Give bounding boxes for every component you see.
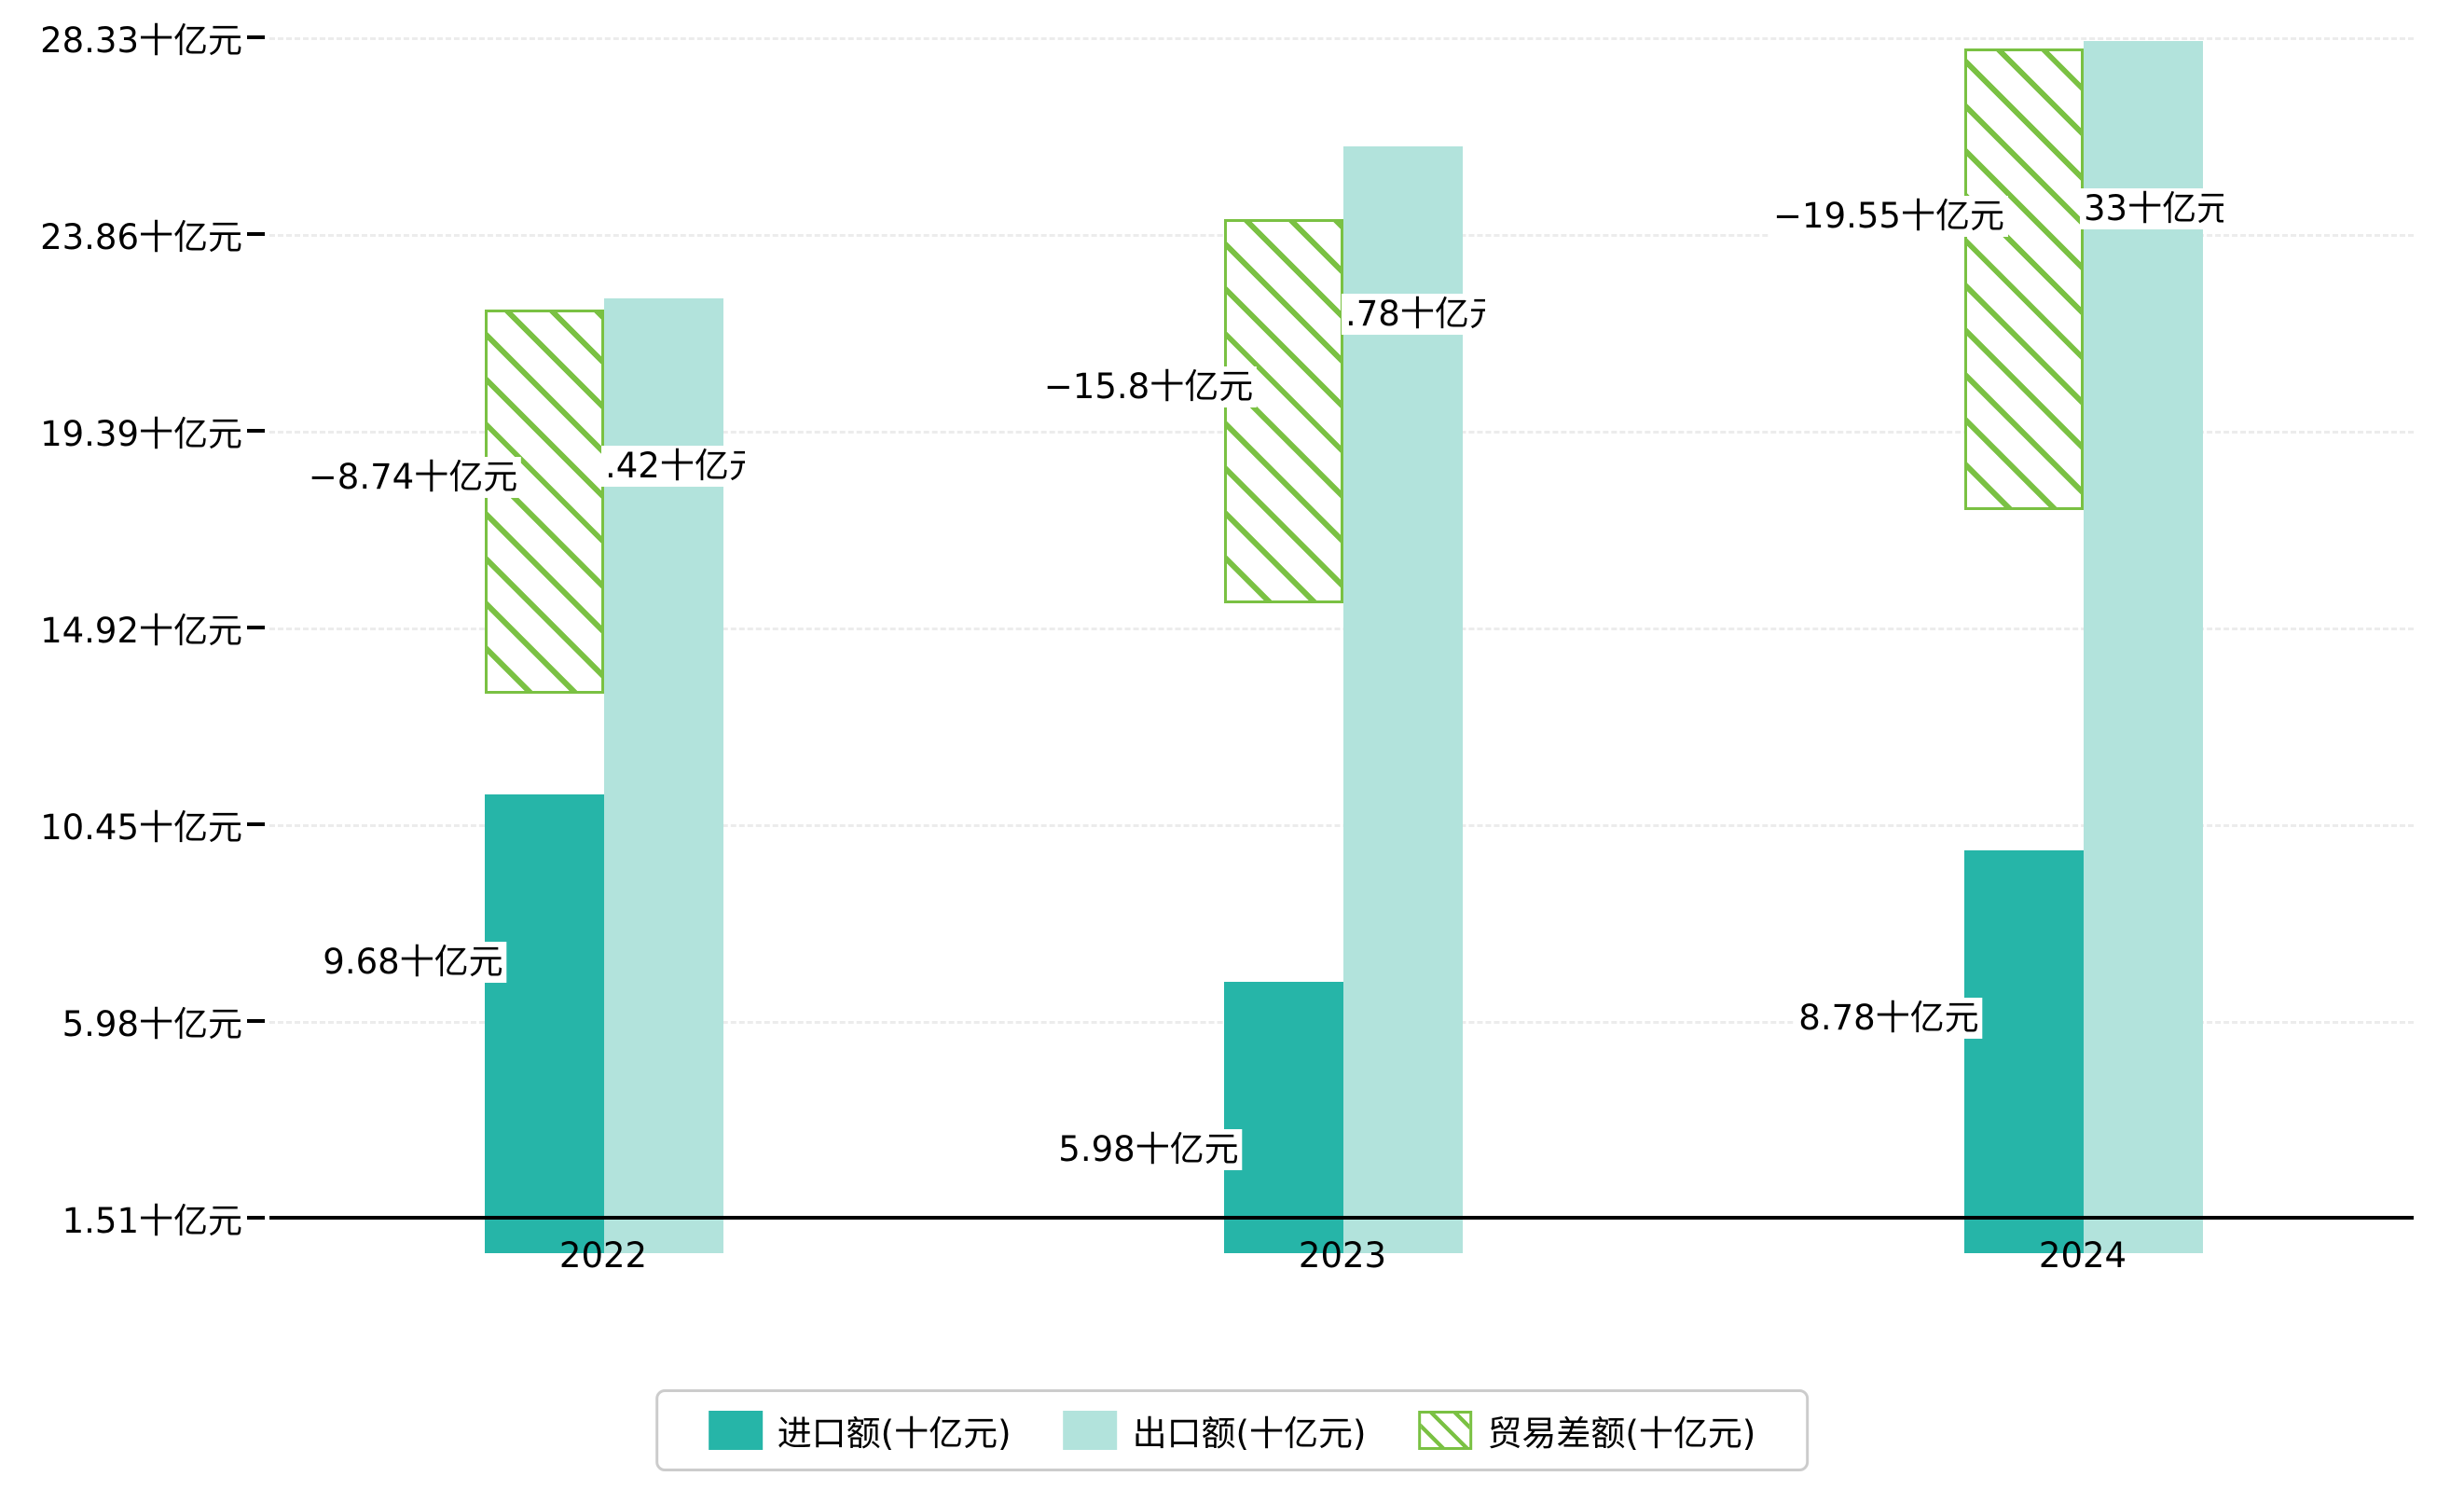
value-label-export-2022: .42十亿元: [601, 446, 745, 487]
chart-legend: 进口额(十亿元) 出口额(十亿元) 贸易差额(十亿元): [654, 1389, 1810, 1471]
value-label-balance-2024: −19.55十亿元: [1769, 196, 2008, 237]
bar-export-2022[interactable]: [604, 298, 723, 1253]
legend-swatch-balance-icon: [1418, 1411, 1473, 1450]
value-label-balance-2022: −8.74十亿元: [304, 457, 522, 498]
ytick-mark-3: [247, 626, 265, 629]
legend-swatch-import-icon: [708, 1411, 763, 1450]
bar-balance-2024[interactable]: [1964, 48, 2084, 510]
legend-label-balance: 贸易差额(十亿元): [1487, 1414, 1756, 1454]
bar-import-2022[interactable]: [485, 794, 604, 1253]
bar-import-2023[interactable]: [1224, 982, 1343, 1253]
xtick-label-2022: 2022: [558, 1235, 648, 1276]
value-label-balance-2023: −15.8十亿元: [1039, 366, 1258, 407]
value-label-export-2023: .78十亿元: [1342, 294, 1485, 335]
ytick-mark-2: [247, 429, 265, 433]
value-label-import-2024: 8.78十亿元: [1795, 998, 1983, 1039]
gridline-14-92: [269, 628, 2414, 630]
bar-balance-2022[interactable]: [485, 310, 604, 694]
value-label-import-2023: 5.98十亿元: [1054, 1129, 1243, 1170]
legend-label-export: 出口额(十亿元): [1132, 1414, 1367, 1454]
gridline-10-45: [269, 824, 2414, 827]
ytick-label-5-98: 5.98十亿元: [62, 1004, 242, 1044]
x-axis-line: [269, 1216, 2414, 1220]
legend-item-balance[interactable]: 贸易差额(十亿元): [1392, 1405, 1782, 1456]
ytick-label-14-92: 14.92十亿元: [40, 611, 242, 651]
value-label-import-2022: 9.68十亿元: [319, 942, 507, 983]
ytick-label-1-51: 1.51十亿元: [62, 1201, 242, 1241]
legend-swatch-export-icon: [1063, 1411, 1118, 1450]
legend-item-import[interactable]: 进口额(十亿元): [682, 1405, 1038, 1456]
ytick-label-19-39: 19.39十亿元: [40, 414, 242, 454]
xtick-label-2024: 2024: [2038, 1235, 2127, 1276]
ytick-mark-4: [247, 822, 265, 826]
ytick-label-23-86: 23.86十亿元: [40, 217, 242, 257]
ytick-mark-6: [247, 1216, 265, 1220]
legend-item-export[interactable]: 出口额(十亿元): [1038, 1405, 1393, 1456]
ytick-mark-0: [247, 35, 265, 39]
value-label-export-2024: 33十亿元: [2080, 188, 2223, 229]
ytick-mark-1: [247, 232, 265, 236]
bar-export-2024[interactable]: [2084, 41, 2203, 1253]
ytick-mark-5: [247, 1019, 265, 1023]
bar-import-2024[interactable]: [1964, 850, 2084, 1253]
bar-balance-2023[interactable]: [1224, 219, 1343, 603]
xtick-label-2023: 2023: [1298, 1235, 1387, 1276]
gridline-28-33: [269, 37, 2414, 40]
ytick-label-28-33: 28.33十亿元: [40, 21, 242, 61]
ytick-label-10-45: 10.45十亿元: [40, 807, 242, 848]
legend-label-import: 进口额(十亿元): [777, 1414, 1012, 1454]
